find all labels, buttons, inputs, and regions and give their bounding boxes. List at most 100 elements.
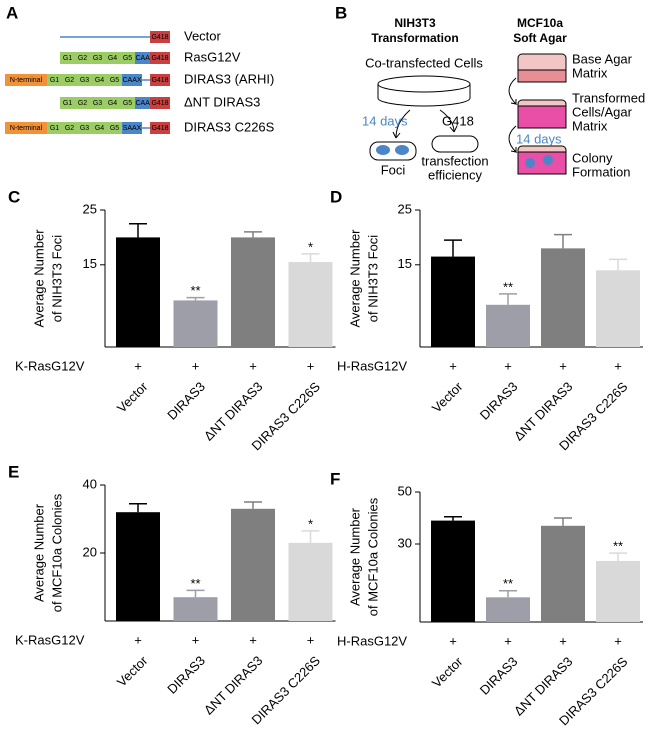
label: Co-transfected Cells: [365, 55, 483, 70]
y-axis-label: of MCF10a Colonies: [365, 497, 380, 616]
row-value: +: [614, 633, 622, 648]
domain-label: G1: [63, 100, 72, 107]
marker-label: G418: [151, 34, 168, 41]
domain-label: G4: [108, 55, 117, 62]
row-value: +: [192, 632, 200, 647]
row-value: +: [134, 358, 142, 373]
y-tick-label: 20: [83, 544, 97, 559]
marker-box: [150, 31, 170, 43]
domain: [120, 97, 135, 109]
x-tick-label: Vector: [429, 653, 466, 690]
domain-label: N-terminal: [10, 77, 43, 84]
row-value: +: [504, 633, 512, 648]
domain-label: G4: [95, 125, 104, 132]
domain-label: SAAX: [123, 125, 142, 132]
domain-label: G2: [78, 100, 87, 107]
x-tick-label: Vector: [114, 652, 151, 689]
domain-label: G2: [78, 55, 87, 62]
row-value: +: [449, 358, 457, 373]
significance: **: [613, 539, 623, 554]
y-tick-label: 15: [398, 256, 412, 271]
bar: [116, 237, 160, 347]
x-tick-label: ΔNT DIRAS3: [201, 653, 266, 718]
y-axis-label: of NIH3T3 Foci: [49, 235, 64, 323]
marker-box: [150, 74, 170, 86]
domain-label: G2: [65, 77, 74, 84]
y-tick-label: 40: [83, 476, 97, 491]
domain-label: G5: [110, 77, 119, 84]
panel-letter: C: [8, 187, 20, 206]
y-axis-label: of NIH3T3 Foci: [365, 235, 380, 323]
y-tick-label: 30: [398, 535, 412, 550]
y-tick-label: 25: [398, 201, 412, 216]
construct-name: RasG12V: [184, 49, 241, 64]
marker-box: [150, 52, 170, 64]
bar: [541, 248, 585, 347]
label: transfection: [421, 153, 488, 168]
y-tick-label: 15: [83, 256, 97, 271]
bar: [173, 300, 218, 347]
row-value: +: [249, 358, 257, 373]
domain-label: G5: [123, 100, 132, 107]
row-value: +: [614, 358, 622, 373]
marker-box: [150, 122, 170, 134]
row-value: +: [249, 632, 257, 647]
y-axis-label: Average Number: [31, 503, 46, 602]
panel-letter: D: [330, 187, 342, 206]
domain-label: G1: [50, 77, 59, 84]
label: G418: [442, 113, 474, 128]
domain: [77, 74, 92, 86]
construct-name: Vector: [184, 28, 222, 43]
label: Cells/Agar: [572, 104, 633, 119]
domain: [5, 74, 47, 86]
bar: [173, 597, 218, 621]
significance: **: [190, 283, 200, 298]
row-value: +: [449, 633, 457, 648]
domain: [47, 122, 62, 134]
domain: [120, 52, 135, 64]
domain-label: N-terminal: [10, 125, 43, 132]
bar: [541, 525, 585, 622]
domain-label: G3: [93, 100, 102, 107]
label: Matrix: [572, 118, 608, 133]
label: Colony: [572, 150, 613, 165]
bar: [288, 262, 333, 347]
x-tick-label: DIRAS3: [477, 379, 521, 423]
row-label: H-RasG12V: [337, 633, 407, 648]
significance: **: [190, 576, 200, 591]
domain: [122, 74, 142, 86]
x-tick-label: DIRAS3: [477, 654, 521, 698]
domain-label: G3: [93, 55, 102, 62]
domain-label: G5: [110, 125, 119, 132]
row-label: K-RasG12V: [15, 358, 85, 373]
domain: [107, 122, 122, 134]
bar: [231, 508, 275, 621]
x-tick-label: ΔNT DIRAS3: [201, 379, 266, 444]
y-axis-label: of MCF10a Colonies: [49, 493, 64, 612]
construct-name: ΔNT DIRAS3: [184, 94, 260, 109]
x-tick-label: Vector: [114, 378, 151, 415]
domain: [5, 122, 47, 134]
row-value: +: [504, 358, 512, 373]
domain-label: CAAX: [135, 100, 154, 107]
domain: [92, 122, 107, 134]
row-value: +: [307, 358, 315, 373]
domain: [62, 74, 77, 86]
marker-label: G418: [151, 55, 168, 62]
domain: [105, 97, 120, 109]
domain: [107, 74, 122, 86]
domain-label: G1: [50, 125, 59, 132]
significance: **: [503, 279, 513, 294]
label: Transformed: [572, 90, 645, 105]
label: Matrix: [572, 65, 608, 80]
significance: **: [503, 576, 513, 591]
title-line: NIH3T3: [394, 16, 436, 30]
y-axis-label: Average Number: [31, 229, 46, 328]
y-axis-label: Average Number: [347, 507, 362, 606]
marker-label: G418: [151, 125, 168, 132]
bar: [116, 512, 160, 621]
title-line: Transformation: [371, 31, 458, 45]
significance: *: [308, 239, 313, 254]
domain: [60, 52, 75, 64]
domain: [122, 122, 142, 134]
